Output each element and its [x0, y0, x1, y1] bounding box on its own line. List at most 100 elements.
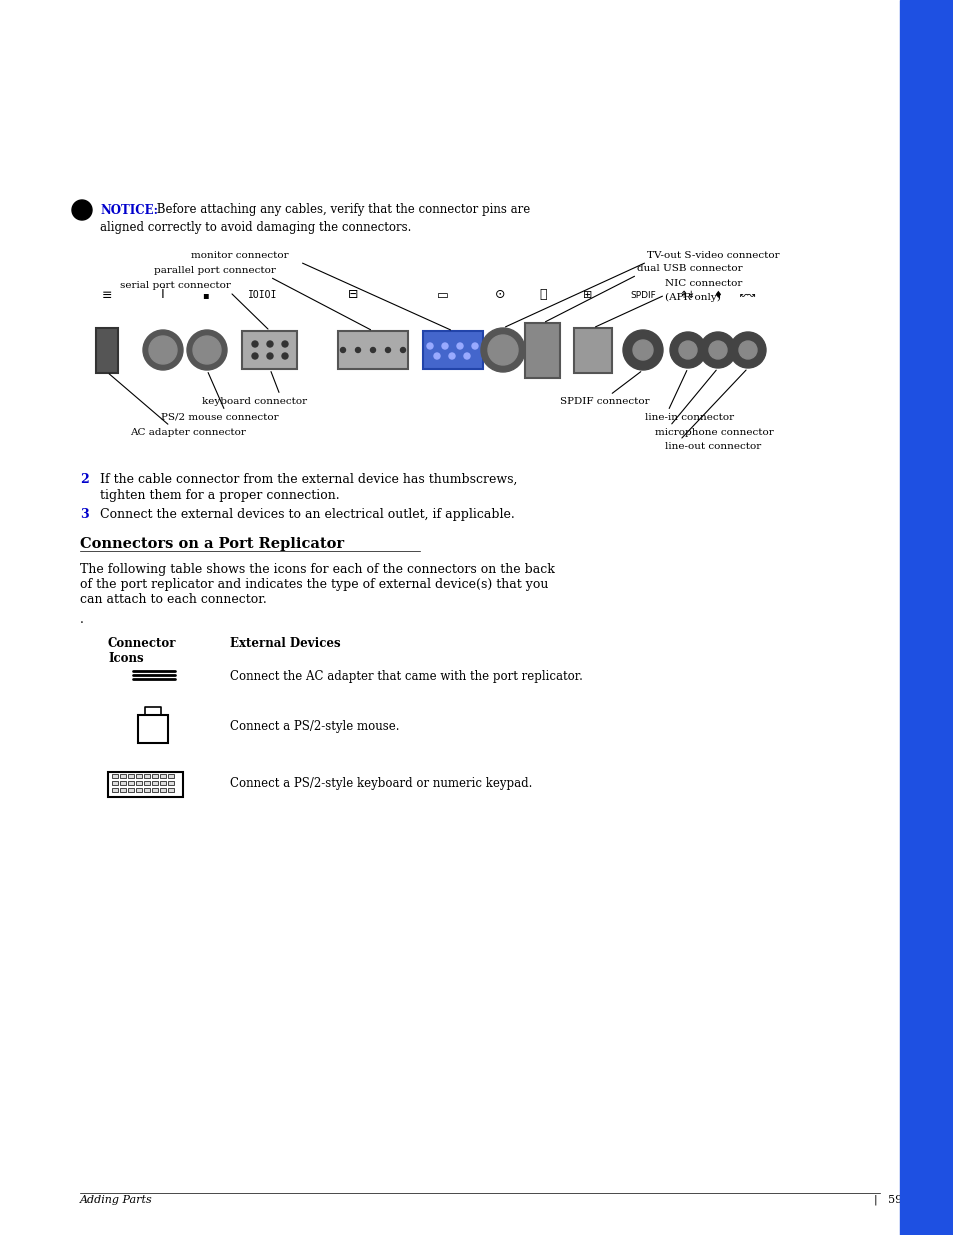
- Circle shape: [729, 332, 765, 368]
- Bar: [160, 781, 166, 785]
- Bar: [136, 781, 142, 785]
- Circle shape: [385, 347, 390, 352]
- FancyBboxPatch shape: [242, 331, 297, 369]
- Circle shape: [708, 341, 726, 359]
- Circle shape: [463, 353, 470, 359]
- Bar: [152, 781, 158, 785]
- Text: ≡: ≡: [102, 289, 112, 301]
- Text: SPDIF: SPDIF: [630, 290, 655, 300]
- Text: External Devices: External Devices: [230, 637, 340, 650]
- Text: ▪: ▪: [201, 290, 208, 300]
- Text: 59: 59: [887, 1195, 902, 1205]
- FancyBboxPatch shape: [96, 327, 118, 373]
- Text: Connector
Icons: Connector Icons: [108, 637, 176, 664]
- Text: Connect the AC adapter that came with the port replicator.: Connect the AC adapter that came with th…: [230, 671, 582, 683]
- Circle shape: [143, 330, 183, 370]
- Bar: [112, 774, 118, 778]
- Text: serial port connector: serial port connector: [119, 282, 231, 290]
- Text: of the port replicator and indicates the type of external device(s) that you: of the port replicator and indicates the…: [80, 578, 548, 592]
- Text: TV-out S-video connector: TV-out S-video connector: [646, 251, 779, 261]
- Text: NOTICE:: NOTICE:: [100, 204, 158, 216]
- Text: |: |: [872, 1194, 876, 1205]
- Text: NIC connector: NIC connector: [664, 279, 741, 288]
- Circle shape: [633, 340, 652, 359]
- Text: SPDIF connector: SPDIF connector: [559, 396, 649, 406]
- Text: The following table shows the icons for each of the connectors on the back: The following table shows the icons for …: [80, 563, 555, 576]
- Text: Connect a PS/2-style keyboard or numeric keypad.: Connect a PS/2-style keyboard or numeric…: [230, 777, 532, 790]
- Text: parallel port connector: parallel port connector: [153, 266, 275, 275]
- Circle shape: [252, 341, 257, 347]
- Bar: [168, 781, 173, 785]
- FancyBboxPatch shape: [337, 331, 408, 369]
- Text: aligned correctly to avoid damaging the connectors.: aligned correctly to avoid damaging the …: [100, 221, 411, 233]
- Bar: [120, 781, 126, 785]
- Text: IOIOI: IOIOI: [248, 290, 277, 300]
- Text: If the cable connector from the external device has thumbscrews,: If the cable connector from the external…: [100, 473, 517, 487]
- Bar: [112, 781, 118, 785]
- Bar: [112, 788, 118, 792]
- Circle shape: [441, 343, 448, 350]
- Circle shape: [488, 335, 517, 366]
- Text: ⊙: ⊙: [495, 289, 505, 301]
- Text: dual USB connector: dual USB connector: [637, 264, 741, 273]
- Text: Before attaching any cables, verify that the connector pins are: Before attaching any cables, verify that…: [152, 204, 530, 216]
- Circle shape: [193, 336, 221, 364]
- Bar: [160, 774, 166, 778]
- Text: 2: 2: [80, 473, 89, 487]
- Text: ⟟: ⟟: [538, 289, 546, 301]
- Bar: [128, 788, 133, 792]
- Text: Connect a PS/2-style mouse.: Connect a PS/2-style mouse.: [230, 720, 399, 734]
- FancyBboxPatch shape: [525, 322, 560, 378]
- Text: microphone connector: microphone connector: [655, 429, 773, 437]
- Circle shape: [427, 343, 433, 350]
- Circle shape: [71, 200, 91, 220]
- Circle shape: [187, 330, 227, 370]
- Bar: [152, 788, 158, 792]
- Text: line-in connector: line-in connector: [644, 412, 734, 422]
- Bar: [120, 788, 126, 792]
- Text: Adding Parts: Adding Parts: [80, 1195, 152, 1205]
- Bar: [144, 774, 150, 778]
- Circle shape: [669, 332, 705, 368]
- Circle shape: [355, 347, 360, 352]
- Bar: [136, 788, 142, 792]
- Text: tighten them for a proper connection.: tighten them for a proper connection.: [100, 489, 339, 501]
- Text: .: .: [80, 613, 84, 626]
- Circle shape: [267, 341, 273, 347]
- Text: (APR only): (APR only): [664, 293, 720, 303]
- Circle shape: [149, 336, 177, 364]
- Circle shape: [700, 332, 735, 368]
- Circle shape: [622, 330, 662, 370]
- Circle shape: [282, 341, 288, 347]
- Text: ↟↡: ↟↡: [679, 290, 696, 300]
- Bar: [168, 788, 173, 792]
- Bar: [120, 774, 126, 778]
- Text: Connect the external devices to an electrical outlet, if applicable.: Connect the external devices to an elect…: [100, 508, 515, 521]
- FancyBboxPatch shape: [574, 327, 612, 373]
- Bar: [160, 788, 166, 792]
- Bar: [899, 0, 953, 1235]
- Bar: [138, 715, 168, 743]
- Text: ▭: ▭: [436, 289, 449, 301]
- Circle shape: [400, 347, 405, 352]
- FancyBboxPatch shape: [422, 331, 482, 369]
- Circle shape: [456, 343, 462, 350]
- Text: line-out connector: line-out connector: [664, 442, 760, 451]
- Text: ↜↝: ↜↝: [740, 290, 756, 300]
- Circle shape: [252, 353, 257, 359]
- Bar: [128, 774, 133, 778]
- Circle shape: [434, 353, 439, 359]
- Text: AC adapter connector: AC adapter connector: [130, 429, 246, 437]
- Bar: [152, 774, 158, 778]
- Circle shape: [739, 341, 757, 359]
- Text: Ï: Ï: [161, 289, 165, 301]
- Bar: [128, 781, 133, 785]
- Circle shape: [679, 341, 697, 359]
- Bar: [136, 774, 142, 778]
- Bar: [144, 788, 150, 792]
- Text: keyboard connector: keyboard connector: [202, 396, 307, 406]
- Text: ♦: ♦: [713, 290, 721, 300]
- Text: ⊞: ⊞: [582, 290, 592, 300]
- Bar: [108, 772, 183, 797]
- Circle shape: [370, 347, 375, 352]
